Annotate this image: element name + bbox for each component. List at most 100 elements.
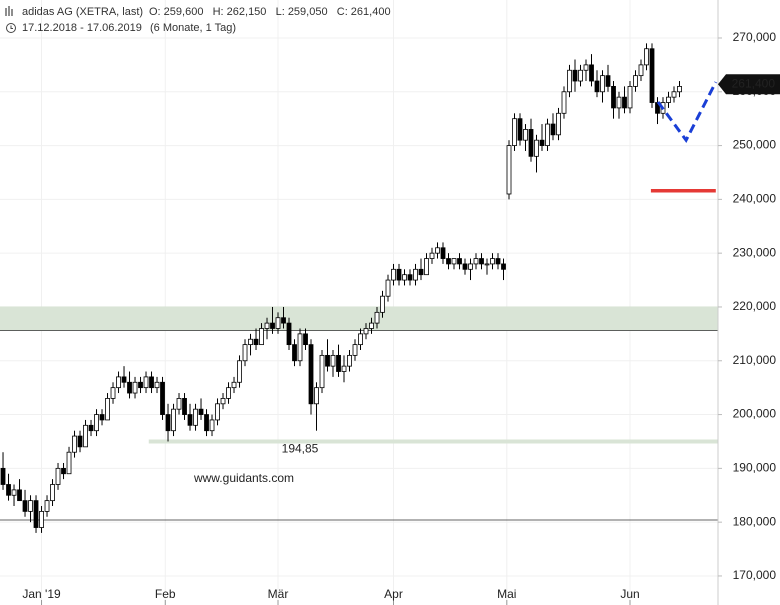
candle-body — [523, 129, 528, 141]
last-price-label: 261,400 — [732, 76, 776, 90]
candle-body — [303, 333, 308, 346]
candle-body — [484, 263, 490, 266]
candle-body — [545, 123, 550, 146]
background-layer — [0, 0, 718, 605]
x-tick-label: Jan '19 — [22, 587, 61, 601]
y-tick-label: 220,000 — [733, 299, 777, 313]
candle-body — [176, 398, 182, 410]
candle-body — [622, 96, 627, 109]
candle-body — [451, 258, 457, 265]
candle-body — [633, 75, 638, 87]
candle-body — [187, 414, 193, 426]
candle-body — [369, 322, 374, 329]
candle-body — [127, 381, 132, 394]
candle-body — [402, 274, 407, 281]
y-tick-label: 190,000 — [733, 461, 777, 475]
candle-body — [440, 247, 446, 259]
projection — [656, 81, 718, 144]
chart-title: adidas AG (XETRA, last) — [22, 6, 143, 18]
candle-body — [435, 247, 440, 254]
candle-body — [132, 381, 138, 394]
candle-body — [28, 500, 33, 512]
candle-body — [226, 387, 231, 399]
candle-body — [374, 311, 380, 324]
candle-body — [204, 414, 209, 432]
candle-body — [17, 489, 22, 502]
x-tick-label: Feb — [155, 587, 176, 601]
candle-body — [39, 510, 44, 528]
candle-body — [424, 258, 429, 276]
candle-body — [55, 467, 61, 485]
x-tick-label: Mär — [268, 587, 289, 601]
candle-body — [143, 376, 149, 389]
candle-body — [616, 96, 622, 109]
candle-body — [385, 279, 391, 297]
candle-body — [600, 75, 605, 93]
ohlc-text: O: 259,600 H: 262,150 L: 259,050 C: 261,… — [149, 6, 391, 18]
candle-body — [44, 500, 50, 512]
candle-body — [396, 268, 402, 281]
candle-body — [61, 467, 66, 475]
candle-body — [77, 435, 83, 448]
candle-body — [517, 118, 523, 141]
candle-body — [314, 387, 319, 405]
candle-body — [160, 381, 165, 415]
candle-body — [341, 365, 347, 372]
candle-body — [638, 64, 644, 77]
candle-body — [561, 91, 567, 114]
candle-body — [671, 91, 677, 98]
candle-body — [627, 85, 633, 109]
candle-body — [457, 258, 462, 265]
candle-body — [567, 69, 572, 93]
candle-body — [270, 322, 275, 329]
y-tick-label: 200,000 — [733, 407, 777, 421]
candle-body — [363, 328, 369, 335]
candle-body — [154, 381, 160, 389]
candle-body — [578, 69, 583, 82]
candle-body — [297, 333, 303, 362]
candle-body — [253, 338, 259, 346]
candle-body — [611, 85, 616, 109]
candle-body — [512, 118, 517, 146]
candle-body — [644, 48, 649, 66]
candle-body — [594, 80, 600, 93]
candle-body — [666, 96, 671, 103]
y-tick-label: 230,000 — [733, 245, 777, 259]
candle-body — [110, 387, 116, 399]
candle-body — [94, 414, 99, 432]
candle-body — [248, 338, 253, 346]
period: (6 Monate, 1 Tag) — [150, 22, 236, 34]
y-tick-label: 250,000 — [733, 138, 777, 152]
candle-body — [231, 381, 237, 389]
candle-body — [358, 333, 363, 346]
candle-body — [583, 64, 589, 71]
candle-body — [88, 424, 94, 432]
candle-body — [275, 317, 281, 329]
candle-body — [138, 381, 143, 389]
candle-body — [336, 354, 341, 372]
candle-body — [556, 112, 561, 136]
candle-body — [330, 354, 336, 367]
candle-body — [33, 500, 39, 528]
candle-body — [165, 414, 171, 432]
candle-body — [99, 414, 105, 421]
header-icon — [5, 6, 16, 33]
y-tick-label: 240,000 — [733, 192, 777, 206]
candle-body — [6, 484, 11, 496]
candle-body — [215, 403, 220, 421]
candle-body — [325, 354, 330, 367]
candle-body — [182, 398, 187, 415]
candle-body — [479, 258, 484, 265]
candle-body — [0, 467, 6, 485]
candle-body — [391, 268, 396, 281]
candle-body — [116, 376, 121, 389]
candle-body — [292, 344, 297, 362]
candle-body — [220, 398, 226, 405]
candle-body — [550, 123, 556, 136]
candle-body — [281, 317, 286, 324]
candle-body — [347, 354, 352, 367]
candle-body — [506, 145, 512, 195]
candle-body — [468, 263, 473, 270]
zone — [0, 306, 718, 331]
